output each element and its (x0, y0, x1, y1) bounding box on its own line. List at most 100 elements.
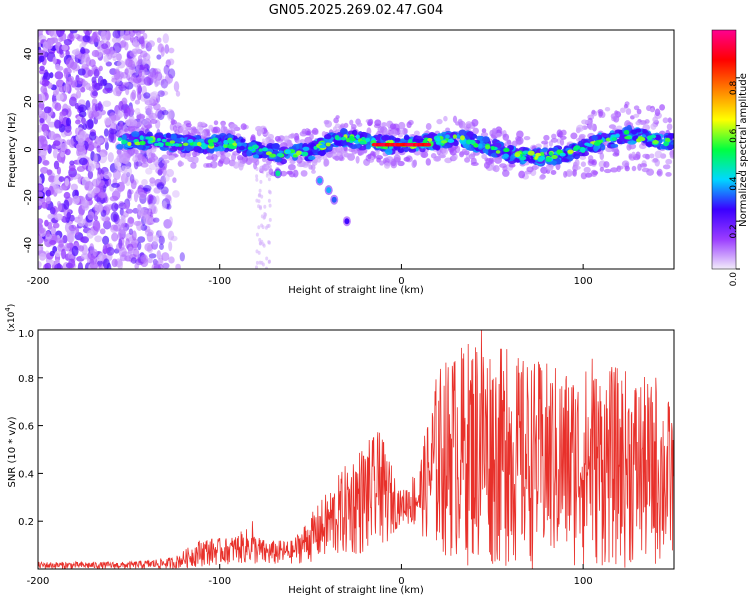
spectral-blob (286, 139, 293, 147)
spectral-blob (495, 150, 501, 154)
spectral-blob (251, 144, 259, 150)
spectral-blob (559, 152, 566, 157)
spectral-blob (411, 160, 417, 169)
spectral-blob (197, 121, 203, 128)
spectral-blob (55, 30, 65, 37)
spectral-blob (190, 162, 197, 169)
spectral-blob (268, 203, 272, 208)
spectral-blob (54, 213, 63, 221)
spectral-blob (427, 137, 433, 142)
spectral-blob (144, 242, 153, 252)
spectral-blob (317, 150, 327, 156)
spectral-blob (257, 127, 264, 135)
spectral-blob (77, 217, 86, 227)
spectral-blob (63, 191, 71, 199)
spectral-blob (255, 249, 259, 254)
spectral-blob (471, 118, 479, 127)
spectral-blob (140, 254, 149, 263)
spectral-blob (97, 203, 104, 213)
snr-panel: -200 -100 0 100 0.2 0.4 0.6 0.8 1.0 (x104) Hei… (4, 304, 675, 596)
spectral-blob (78, 110, 87, 118)
spectral-blob (100, 30, 108, 41)
spectral-blob (532, 164, 540, 170)
spectral-blob (71, 245, 79, 257)
spectral-blob (159, 243, 164, 250)
spectral-blob (265, 173, 269, 178)
spectral-blob (103, 137, 109, 143)
spectral-blob (38, 55, 45, 63)
spectral-blob (132, 156, 139, 163)
colorbar-tick-label: 0.8 (729, 81, 739, 96)
spectral-blob (77, 77, 84, 85)
spectral-blob (301, 151, 309, 157)
spectral-blob (41, 143, 49, 151)
spectral-blob (323, 158, 329, 167)
spectral-blob (133, 191, 139, 203)
spectral-blob (58, 85, 66, 93)
spectral-blob (89, 59, 96, 68)
spectral-blob (135, 43, 140, 55)
spectral-blob (452, 115, 458, 123)
spectral-blob (117, 259, 123, 269)
spectral-blob (102, 87, 110, 94)
spectral-blob (64, 123, 72, 133)
spectral-blob (131, 131, 140, 137)
spectral-blob (616, 165, 622, 173)
spectral-blob (96, 145, 101, 153)
spectral-blob (143, 92, 151, 99)
colorbar-strip (711, 29, 737, 270)
spectral-blob (127, 189, 132, 199)
spectral-blob (61, 248, 66, 260)
spectral-blob (63, 199, 70, 210)
spectral-blob (125, 119, 131, 127)
spectral-blob (42, 160, 50, 166)
spectral-blob (323, 119, 330, 125)
spectral-blob (269, 153, 277, 158)
spectral-blob (121, 216, 126, 224)
spectral-blob (55, 65, 64, 71)
spectral-blob (161, 200, 168, 210)
spectral-blob (574, 158, 580, 167)
spectral-blob (55, 93, 64, 101)
spectral-blob (642, 153, 650, 159)
spectral-blob (185, 123, 192, 128)
spectral-blob (257, 199, 261, 204)
spectral-blob (435, 137, 441, 142)
spectral-blob (614, 129, 623, 134)
spectral-blob (116, 60, 126, 69)
spectral-blob (599, 152, 605, 161)
spectral-blob (168, 241, 173, 252)
spectral-blob (38, 93, 43, 103)
spectral-blob (348, 135, 355, 141)
spectral-blob (459, 151, 465, 156)
colorbar-ticks: 0.0 0.2 0.4 0.6 0.8 (729, 77, 740, 286)
spectral-blob (109, 195, 119, 202)
spectral-blob (136, 113, 146, 120)
spectral-blob (350, 123, 357, 130)
spectral-blob (46, 169, 53, 176)
spectral-blob (91, 76, 97, 84)
spectral-blob (447, 139, 455, 143)
spectral-blob (659, 104, 666, 111)
spectral-blob (75, 119, 81, 125)
spectral-blob (485, 145, 491, 150)
spectral-blob (258, 148, 263, 152)
spectral-blob (156, 142, 164, 147)
spectral-blob (593, 145, 599, 152)
spectral-blob (38, 191, 44, 198)
spectral-blob (68, 164, 76, 172)
spectral-blob (381, 122, 388, 127)
spectral-blob (257, 204, 261, 209)
spectral-blob (137, 241, 142, 251)
spectral-blob (80, 87, 86, 93)
x-tick-label: -100 (208, 576, 231, 587)
spectral-blob (300, 170, 308, 177)
spectral-blob (527, 150, 535, 156)
spectral-blob (168, 110, 175, 120)
spectral-blob (464, 157, 471, 163)
spectral-blob (165, 168, 175, 178)
colorbar-label: Normalized spectral amplitude (738, 73, 749, 227)
y-tick-label: -20 (23, 189, 34, 205)
spectral-blob (161, 252, 170, 262)
spectral-blob (492, 164, 500, 173)
